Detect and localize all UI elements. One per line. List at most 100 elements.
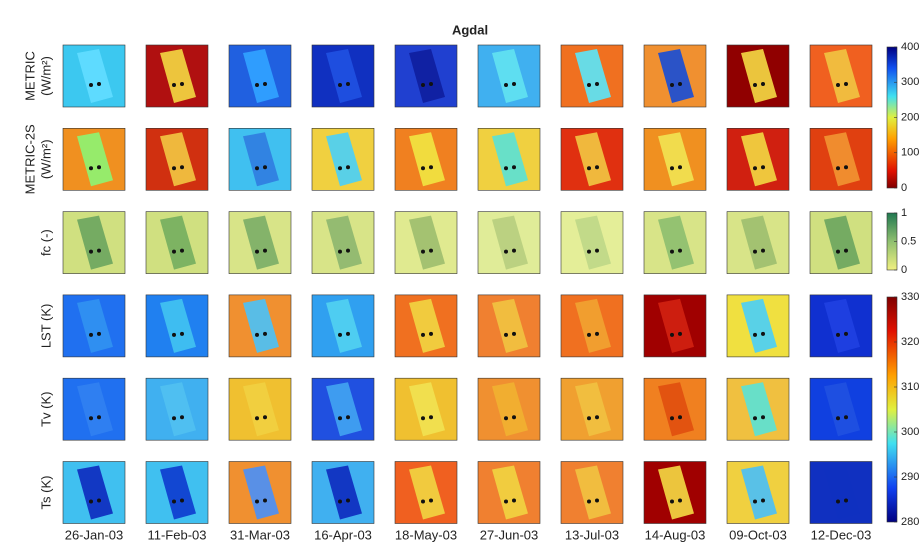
site-marker	[89, 83, 93, 87]
site-marker	[761, 82, 765, 86]
site-marker	[678, 498, 682, 503]
field-area	[409, 49, 445, 103]
site-marker	[761, 415, 765, 420]
field-area	[575, 382, 611, 437]
site-marker	[512, 82, 516, 86]
site-marker	[97, 82, 101, 86]
site-marker	[504, 83, 508, 87]
field-area	[741, 382, 777, 437]
site-marker	[180, 331, 184, 336]
site-marker	[844, 415, 848, 420]
site-marker	[595, 498, 599, 503]
site-marker	[421, 249, 425, 254]
site-marker	[89, 499, 93, 504]
field-area	[243, 215, 279, 270]
site-marker	[180, 165, 184, 170]
figure-title: Agdal	[452, 22, 488, 37]
site-marker	[844, 248, 848, 253]
site-marker	[836, 249, 840, 254]
site-marker	[89, 416, 93, 421]
site-marker	[172, 249, 176, 254]
row-label: Ts (K)	[38, 476, 53, 510]
site-marker	[97, 165, 101, 170]
site-marker	[255, 332, 259, 337]
site-marker	[421, 83, 425, 87]
field-area	[326, 132, 362, 187]
field-area	[658, 298, 694, 353]
field-area	[326, 49, 362, 103]
colorbar-tick-label: 310	[901, 381, 919, 393]
site-marker	[504, 499, 508, 504]
field-area	[824, 465, 860, 520]
site-marker	[670, 332, 674, 337]
field-area	[409, 132, 445, 187]
site-marker	[670, 416, 674, 421]
field-area	[824, 49, 860, 103]
date-label: 27-Jun-03	[480, 527, 539, 542]
site-marker	[429, 165, 433, 170]
site-marker	[97, 415, 101, 420]
field-area	[658, 382, 694, 437]
site-marker	[255, 249, 259, 254]
field-area	[492, 298, 528, 353]
field-area	[658, 132, 694, 187]
field-area	[326, 215, 362, 270]
site-marker	[255, 416, 259, 421]
field-area	[160, 298, 196, 353]
site-marker	[338, 166, 342, 171]
site-marker	[678, 165, 682, 170]
site-marker	[512, 248, 516, 253]
field-area	[243, 298, 279, 353]
site-marker	[844, 331, 848, 336]
site-marker	[263, 165, 267, 170]
field-area	[243, 465, 279, 520]
site-marker	[844, 82, 848, 86]
field-area	[77, 298, 113, 353]
site-marker	[172, 332, 176, 337]
site-marker	[346, 165, 350, 170]
field-area	[741, 132, 777, 187]
row-label: METRIC	[22, 51, 37, 101]
site-marker	[504, 416, 508, 421]
field-area	[77, 49, 113, 103]
field-area	[243, 382, 279, 437]
site-marker	[346, 248, 350, 253]
colorbar-tick-label: 200	[901, 111, 919, 123]
field-area	[575, 298, 611, 353]
field-area	[160, 49, 196, 103]
site-marker	[595, 415, 599, 420]
site-marker	[429, 415, 433, 420]
colorbar-tick-label: 300	[901, 76, 919, 88]
field-area	[824, 215, 860, 270]
site-marker	[761, 248, 765, 253]
site-marker	[429, 331, 433, 336]
field-area	[575, 49, 611, 103]
site-marker	[753, 416, 757, 421]
colorbar-tick-label: 330	[901, 291, 919, 303]
site-marker	[844, 165, 848, 170]
row-label: LST (K)	[38, 304, 53, 349]
site-marker	[512, 498, 516, 503]
site-marker	[89, 249, 93, 254]
site-marker	[836, 166, 840, 171]
site-marker	[429, 82, 433, 86]
site-marker	[255, 83, 259, 87]
site-marker	[512, 415, 516, 420]
site-marker	[263, 82, 267, 86]
colorbar-tick-label: 0.5	[901, 235, 916, 247]
field-area	[77, 132, 113, 187]
date-label: 12-Dec-03	[811, 527, 872, 542]
row-unit: (W/m²)	[38, 139, 53, 179]
field-area	[243, 49, 279, 103]
site-marker	[678, 331, 682, 336]
site-marker	[504, 249, 508, 254]
field-area	[824, 132, 860, 187]
site-marker	[172, 416, 176, 421]
site-marker	[263, 498, 267, 503]
row-label: METRIC-2S	[22, 124, 37, 194]
site-marker	[97, 331, 101, 336]
field-area	[326, 465, 362, 520]
site-marker	[172, 166, 176, 171]
date-label: 31-Mar-03	[230, 527, 290, 542]
site-marker	[844, 498, 848, 503]
